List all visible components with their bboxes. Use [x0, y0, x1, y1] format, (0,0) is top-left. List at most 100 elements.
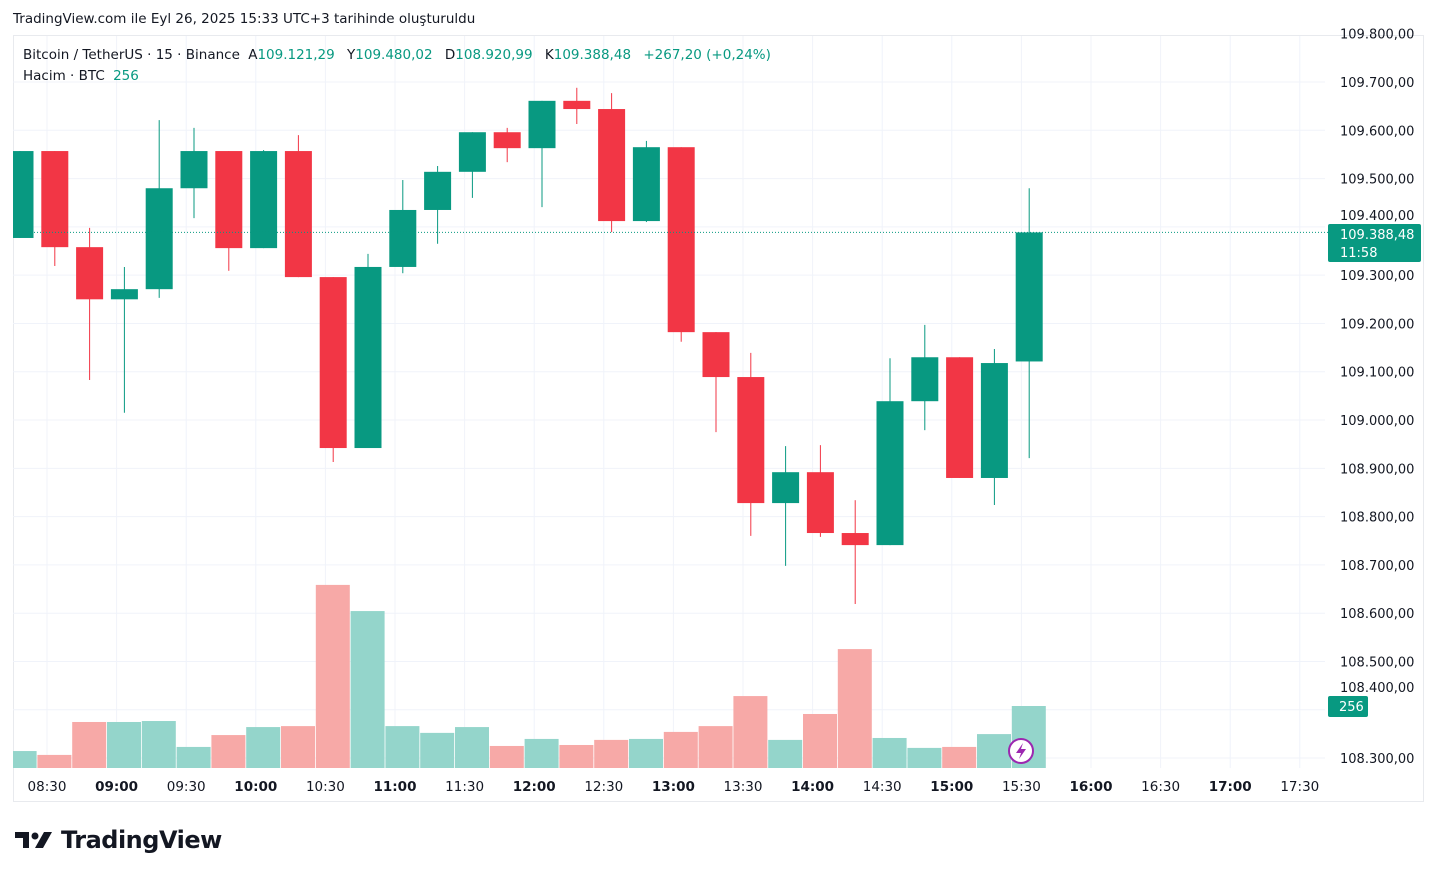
candle-body	[806, 472, 834, 534]
volume-value: 256	[1339, 700, 1364, 715]
bar-countdown: 11:58	[1340, 246, 1377, 261]
price-tick-label: 109.400,00	[1340, 209, 1414, 224]
time-axis[interactable]: 08:30 09:00 09:30 10:00 10:30 11:00 11:30 12:00…	[28, 779, 1320, 795]
volume-bar	[872, 737, 907, 768]
volume-bar	[315, 584, 350, 768]
price-tick-label: 109.500,00	[1340, 173, 1414, 188]
volume-bar	[176, 746, 211, 768]
candle-body	[424, 171, 452, 210]
candle-body	[215, 151, 243, 249]
tradingview-logo-icon	[15, 832, 52, 848]
volume-bar	[37, 754, 72, 768]
candle-body	[13, 151, 34, 238]
candle-body	[110, 289, 138, 300]
candle-body	[563, 100, 591, 110]
candle-body	[667, 147, 695, 333]
time-tick-label: 16:00	[1070, 779, 1113, 795]
tradingview-logo[interactable]: TradingView	[15, 826, 222, 854]
symbol-title[interactable]: Bitcoin / TetherUS · 15 · Binance	[23, 47, 240, 63]
time-tick-label: 14:00	[791, 779, 834, 795]
price-tick-label: 109.800,00	[1340, 28, 1414, 43]
candle-body	[772, 472, 800, 504]
time-tick-label: 12:00	[513, 779, 556, 795]
volume-bar	[281, 726, 315, 768]
volume-bar	[559, 744, 594, 768]
price-tick-label: 109.300,00	[1340, 269, 1414, 284]
candle-body	[1015, 232, 1043, 362]
time-tick-label: 13:30	[724, 779, 763, 795]
volume-bar	[977, 734, 1011, 768]
volume-bar	[733, 696, 768, 768]
volume-bar	[13, 751, 37, 768]
volume-bar	[629, 738, 663, 768]
logo-text: TradingView	[61, 826, 222, 854]
candle-body	[145, 188, 173, 290]
price-tick-label: 108.900,00	[1340, 462, 1414, 477]
price-tick-label: 109.000,00	[1340, 414, 1414, 429]
volume-title[interactable]: Hacim · BTC	[23, 68, 105, 84]
low-value: 108.920,99	[455, 47, 533, 63]
volume-value-label: 256	[1328, 696, 1368, 717]
time-tick-label: 17:30	[1280, 779, 1319, 795]
price-tick-label: 108.500,00	[1340, 655, 1414, 670]
volume-bar	[385, 726, 420, 768]
volume-bar	[246, 727, 281, 768]
time-tick-label: 09:30	[167, 779, 206, 795]
open-value: 109.121,29	[257, 47, 335, 63]
time-tick-label: 10:30	[306, 779, 345, 795]
price-tick-label: 108.600,00	[1340, 607, 1414, 622]
volume-bar	[420, 732, 455, 768]
candle-body	[76, 247, 104, 300]
time-tick-label: 09:00	[95, 779, 138, 795]
volume-bar	[803, 713, 837, 768]
candles	[13, 87, 1043, 605]
candle-body	[980, 363, 1008, 478]
lightning-icon[interactable]	[1008, 738, 1034, 764]
time-tick-label: 11:30	[445, 779, 484, 795]
candle-body	[841, 533, 869, 546]
high-value: 109.480,02	[355, 47, 433, 63]
volume-bar	[663, 731, 698, 768]
open-label: A	[248, 47, 258, 63]
volume-bar	[107, 721, 141, 768]
candle-body	[284, 151, 312, 278]
volume-bar	[768, 739, 803, 768]
time-tick-label: 08:30	[28, 779, 67, 795]
price-axis[interactable]: 109.800,00 109.700,00 109.600,00 109.500,00…	[1340, 28, 1414, 767]
chart-frame	[13, 35, 1424, 802]
volume-legend-value: 256	[113, 68, 139, 84]
volume-bar	[141, 721, 176, 768]
time-tick-label: 17:00	[1209, 779, 1252, 795]
price-tick-label: 109.100,00	[1340, 366, 1414, 381]
candle-body	[41, 151, 69, 248]
candle-body	[702, 332, 730, 378]
time-tick-label: 15:30	[1002, 779, 1041, 795]
volume-bar	[350, 611, 385, 768]
candle-body	[946, 357, 974, 478]
volume-bar	[942, 746, 977, 768]
volume-bars	[13, 584, 1046, 768]
candle-body	[911, 357, 939, 402]
high-label: Y	[347, 47, 356, 63]
time-tick-label: 11:00	[374, 779, 417, 795]
volume-bar	[455, 727, 489, 768]
candle-body	[354, 266, 382, 449]
volume-bar	[594, 739, 629, 768]
candle-body	[737, 377, 765, 504]
chart-caption: TradingView.com ile Eyl 26, 2025 15:33 U…	[13, 11, 476, 27]
close-label: K	[544, 47, 554, 63]
time-tick-label: 14:30	[863, 779, 902, 795]
volume-bar	[907, 747, 942, 768]
change-value: +267,20 (+0,24%)	[643, 47, 771, 63]
grid	[13, 36, 1325, 768]
candle-body	[319, 277, 347, 449]
current-price-label: 109.388,48 11:58	[1328, 224, 1421, 262]
volume-bar	[698, 726, 733, 768]
current-price-value: 109.388,48	[1340, 228, 1414, 243]
price-tick-label: 108.300,00	[1340, 752, 1414, 767]
price-tick-label: 109.200,00	[1340, 317, 1414, 332]
candle-body	[389, 209, 417, 267]
candle-body	[632, 147, 660, 222]
volume-bar	[524, 738, 559, 768]
